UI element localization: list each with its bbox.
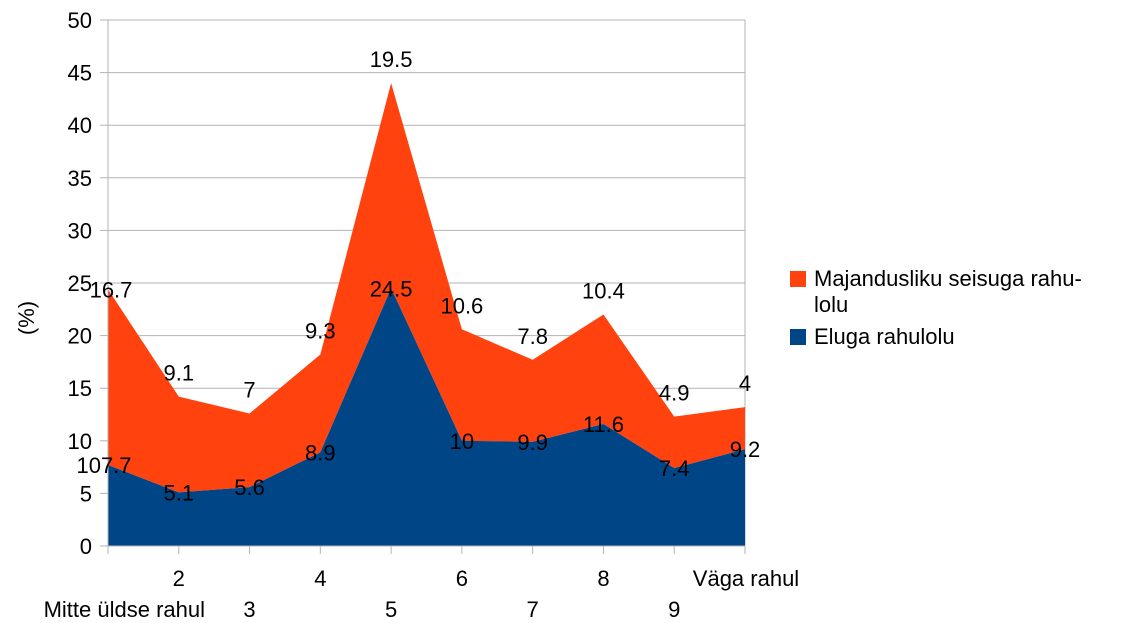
- legend: Majandusliku seisuga rahu- lolu Eluga ra…: [790, 266, 1120, 356]
- y-tick-label-0: 0: [80, 534, 92, 559]
- area-economic-satisfaction: [108, 83, 745, 493]
- x-tick-label-0: Mitte üldse rahul: [44, 597, 205, 622]
- data-label-life-4: 24.5: [370, 276, 413, 301]
- y-tick-label-50: 50: [68, 8, 92, 33]
- data-label-economic-9: 4: [739, 371, 751, 396]
- legend-label-life: Eluga rahulolu: [814, 324, 955, 349]
- y-tick-label-15: 15: [68, 376, 92, 401]
- data-label-economic-6: 7.8: [517, 324, 548, 349]
- x-tick-label-4: 5: [385, 597, 397, 622]
- series-areas: [108, 83, 745, 546]
- data-label-economic-7: 10.4: [582, 279, 625, 304]
- data-label-economic-4: 19.5: [370, 47, 413, 72]
- y-tick-labels: 0 5 10 15 20 25 30 35 40 45 50: [68, 8, 92, 559]
- data-label-economic-8: 4.9: [659, 381, 690, 406]
- data-label-life-6: 9.9: [517, 430, 548, 455]
- y-tick-label-10: 10: [68, 429, 92, 454]
- data-labels: 107.7 5.1 5.6 8.9 24.5 10 9.9 11.6 7.4 9.2 16.7 9.1…: [76, 47, 760, 505]
- data-label-life-0: 107.7: [76, 453, 131, 478]
- data-label-life-3: 8.9: [305, 440, 336, 465]
- y-tick-label-5: 5: [80, 481, 92, 506]
- area-life-satisfaction: [108, 288, 745, 546]
- data-label-life-8: 7.4: [659, 456, 690, 481]
- legend-swatch-life: [790, 329, 806, 345]
- y-tick-label-25: 25: [68, 271, 92, 296]
- data-label-economic-3: 9.3: [305, 319, 336, 344]
- x-tick-label-1: 2: [173, 566, 185, 591]
- legend-item-life: Eluga rahulolu: [790, 324, 1120, 350]
- data-label-economic-2: 7: [243, 377, 255, 402]
- x-tick-labels: Mitte üldse rahul 2 3 4 5 6 7 8 9 Väga rahul: [44, 566, 800, 622]
- x-tick-label-2: 3: [243, 597, 255, 622]
- x-tick-label-7: 8: [597, 566, 609, 591]
- data-label-economic-0: 16.7: [90, 277, 133, 302]
- data-label-economic-5: 10.6: [440, 293, 483, 318]
- y-tick-label-20: 20: [68, 324, 92, 349]
- y-tick-label-40: 40: [68, 113, 92, 138]
- y-tick-label-35: 35: [68, 166, 92, 191]
- x-tick-label-6: 7: [527, 597, 539, 622]
- data-label-life-1: 5.1: [163, 480, 194, 505]
- data-label-life-7: 11.6: [583, 412, 624, 437]
- x-tick-label-5: 6: [456, 566, 468, 591]
- data-label-life-2: 5.6: [234, 475, 265, 500]
- axes: [100, 19, 746, 554]
- data-label-life-9: 9.2: [730, 437, 761, 462]
- data-label-life-5: 10: [450, 429, 474, 454]
- legend-label-economic: Majandusliku seisuga rahu- lolu: [814, 266, 1082, 317]
- legend-swatch-economic: [790, 271, 806, 287]
- y-axis-label: (%): [14, 300, 40, 336]
- legend-item-economic: Majandusliku seisuga rahu- lolu: [790, 266, 1120, 318]
- x-tick-label-9: Väga rahul: [693, 566, 799, 591]
- x-tick-label-3: 4: [314, 566, 326, 591]
- data-label-economic-1: 9.1: [163, 361, 194, 386]
- y-tick-label-45: 45: [68, 61, 92, 86]
- x-tick-label-8: 9: [668, 597, 680, 622]
- y-tick-label-30: 30: [68, 218, 92, 243]
